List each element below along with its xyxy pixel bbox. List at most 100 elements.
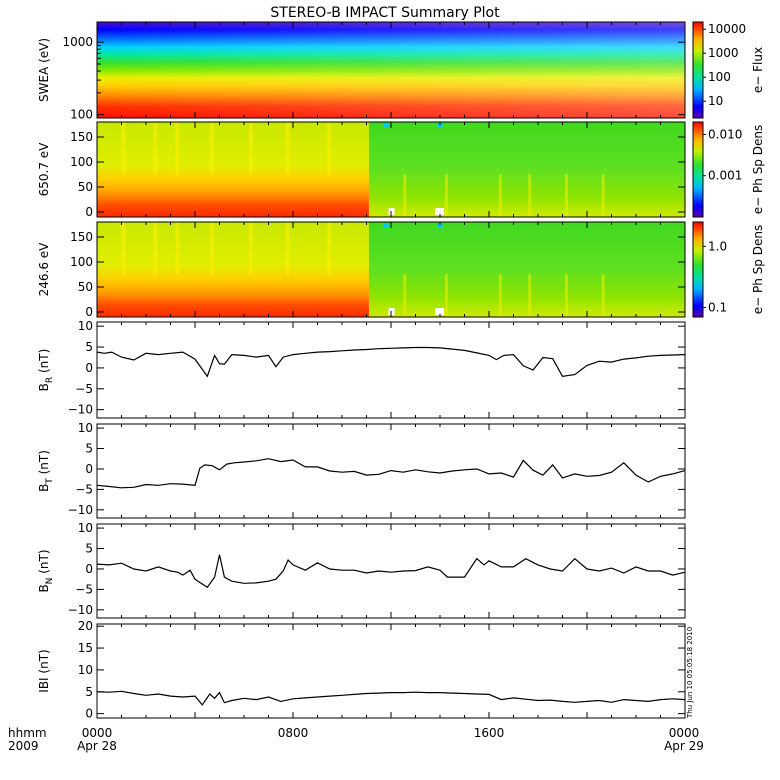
br-y-tick-label: 0 bbox=[85, 361, 93, 375]
pa650-y-axis-label: 650.7 eV bbox=[37, 142, 51, 197]
pa650-streak bbox=[153, 122, 158, 175]
pa246-colorbar-label: e− Ph Sp Dens bbox=[751, 225, 765, 314]
bt-y-tick-label: 5 bbox=[85, 442, 93, 456]
br-y-tick-label: 10 bbox=[78, 319, 93, 333]
br-y-tick-label: −10 bbox=[68, 403, 93, 417]
pa246-streak bbox=[248, 222, 253, 275]
chart-title: STEREO-B IMPACT Summary Plot bbox=[270, 5, 500, 21]
pa246-streak bbox=[209, 222, 214, 275]
bn-y-tick-label: 5 bbox=[85, 542, 93, 556]
pa246-colorbar-tick-label: 0.1 bbox=[708, 301, 727, 315]
pa246-spectrogram-early bbox=[97, 222, 369, 317]
pa246-streak bbox=[327, 222, 332, 275]
pa650-streak bbox=[285, 122, 290, 175]
bt-y-tick-label: 0 bbox=[85, 462, 93, 476]
bmag-y-tick-label: 20 bbox=[78, 619, 93, 633]
pa650-streak bbox=[601, 174, 605, 217]
pa246-streak bbox=[498, 274, 502, 317]
pa246-y-axis-label: 246.6 eV bbox=[37, 242, 51, 297]
bn-y-tick-label: 10 bbox=[78, 521, 93, 535]
pa246-streak bbox=[121, 222, 126, 275]
bn-y-tick-label: −10 bbox=[68, 603, 93, 617]
x-axis-time-label: hhmm bbox=[8, 726, 47, 740]
br-y-tick-label: 5 bbox=[85, 340, 93, 354]
pa650-streak bbox=[175, 122, 180, 175]
pa246-streak bbox=[444, 274, 448, 317]
pa246-streak bbox=[403, 274, 407, 317]
swea-colorbar-tick-label: 100 bbox=[708, 70, 731, 84]
bmag-y-tick-label: 5 bbox=[85, 685, 93, 699]
br-y-tick-label: −5 bbox=[75, 382, 93, 396]
pa246-cyan-spot bbox=[383, 223, 389, 227]
bt-y-tick-label: −5 bbox=[75, 482, 93, 496]
pa650-data-gap bbox=[435, 208, 445, 215]
bmag-frame bbox=[96, 623, 686, 719]
pa246-y-tick-label: 50 bbox=[78, 280, 93, 294]
pa650-streak bbox=[444, 174, 448, 217]
bn-y-tick-label: −5 bbox=[75, 582, 93, 596]
bmag-y-tick-label: 15 bbox=[78, 641, 93, 655]
pa246-y-tick-label: 0 bbox=[85, 305, 93, 319]
swea-colorbar-tick-label: 10 bbox=[708, 94, 723, 108]
swea-colorbar-tick-label: 1000 bbox=[708, 46, 739, 60]
swea-y-tick-label: 1000 bbox=[62, 35, 93, 49]
br-y-axis-label: BR (nT) bbox=[37, 349, 55, 392]
pa650-streak bbox=[564, 174, 568, 217]
pa650-spectrogram-late bbox=[368, 122, 685, 217]
bn-y-tick-label: 0 bbox=[85, 562, 93, 576]
pa650-y-tick-label: 150 bbox=[70, 130, 93, 144]
bt-y-axis-label: BT (nT) bbox=[37, 450, 55, 492]
swea-colorbar-label: e− Flux bbox=[751, 47, 765, 93]
x-axis-year-label: 2009 bbox=[8, 739, 39, 753]
bt-y-tick-label: −10 bbox=[68, 503, 93, 517]
pa650-colorbar bbox=[692, 121, 704, 218]
swea-y-axis-label: SWEA (eV) bbox=[37, 38, 51, 102]
pa246-data-gap bbox=[388, 308, 395, 315]
pa650-colorbar-tick-label: 0.010 bbox=[708, 127, 742, 141]
timestamp-label: Thu Jun 10 05:05:18 2010 bbox=[686, 627, 694, 719]
pa650-y-tick-label: 0 bbox=[85, 205, 93, 219]
pa246-colorbar bbox=[692, 221, 704, 318]
x-date-right: Apr 29 bbox=[664, 739, 704, 753]
swea-colorbar-tick-label: 10000 bbox=[708, 22, 746, 36]
pa650-colorbar-label: e− Ph Sp Dens bbox=[751, 125, 765, 214]
pa246-streak bbox=[285, 222, 290, 275]
bn-series-line bbox=[96, 554, 686, 589]
pa246-y-tick-label: 100 bbox=[70, 255, 93, 269]
pa650-streak bbox=[121, 122, 126, 175]
pa650-streak bbox=[248, 122, 253, 175]
swea-spectrogram-fade bbox=[97, 22, 685, 118]
pa650-y-tick-label: 100 bbox=[70, 155, 93, 169]
pa650-cyan-spot bbox=[383, 123, 389, 127]
x-tick-0800: 0800 bbox=[278, 726, 309, 740]
pa246-colorbar-tick-label: 1.0 bbox=[708, 239, 727, 253]
pa246-streak bbox=[153, 222, 158, 275]
x-date-left: Apr 28 bbox=[77, 739, 117, 753]
bmag-y-tick-label: 0 bbox=[85, 707, 93, 721]
pa650-streak bbox=[403, 174, 407, 217]
bmag-series-line bbox=[96, 690, 686, 706]
pa650-streak bbox=[327, 122, 332, 175]
bt-y-tick-label: 10 bbox=[78, 421, 93, 435]
bn-y-axis-label: BN (nT) bbox=[37, 549, 55, 592]
br-frame bbox=[96, 321, 686, 419]
x-tick-1600: 1600 bbox=[474, 726, 505, 740]
pa650-colorbar-tick-label: 0.001 bbox=[708, 169, 742, 183]
bmag-y-tick-label: 10 bbox=[78, 663, 93, 677]
x-tick-0000-start: 0000 bbox=[82, 726, 113, 740]
pa246-streak bbox=[175, 222, 180, 275]
pa246-streak bbox=[564, 274, 568, 317]
bt-series-line bbox=[96, 458, 686, 489]
br-series-line bbox=[96, 346, 686, 378]
pa650-streak bbox=[498, 174, 502, 217]
pa246-data-gap bbox=[435, 308, 445, 315]
pa650-streak bbox=[528, 174, 532, 217]
pa650-data-gap bbox=[388, 208, 395, 215]
swea-y-tick-label: 100 bbox=[70, 108, 93, 122]
pa650-spectrogram-early bbox=[97, 122, 369, 217]
pa246-streak bbox=[601, 274, 605, 317]
swea-colorbar bbox=[692, 21, 704, 119]
x-tick-0000-end: 0000 bbox=[669, 726, 700, 740]
